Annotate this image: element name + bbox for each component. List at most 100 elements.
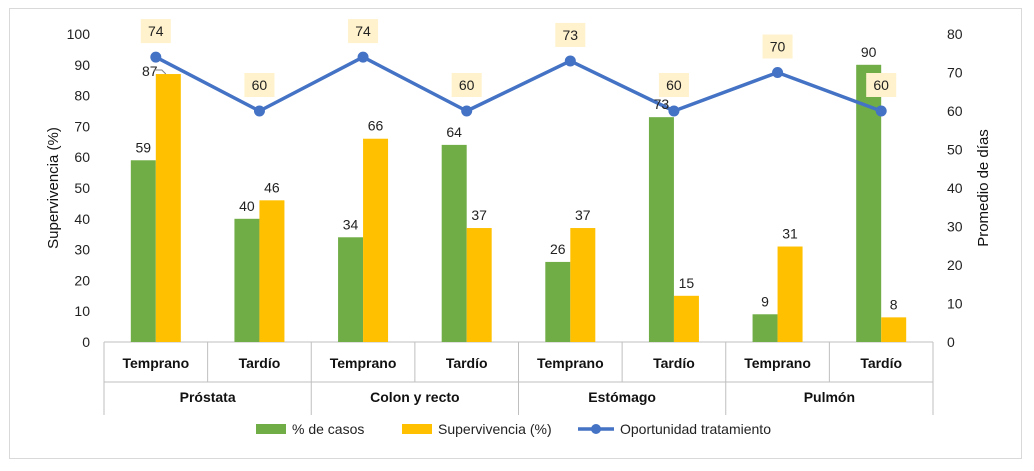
x-tick-label-6: Temprano	[744, 355, 811, 371]
bar-1-1	[259, 200, 285, 342]
y-tick-label-0: 0	[82, 334, 90, 350]
line-label-0: 74	[148, 23, 164, 39]
bar-label-1-3: 37	[471, 207, 487, 223]
group-label-1: Colon y recto	[370, 389, 459, 405]
bar-label-1-4: 37	[575, 207, 591, 223]
line-series	[150, 51, 887, 117]
bar-0-0	[130, 160, 156, 342]
y-tick-label-8: 80	[74, 88, 90, 104]
bar-label-1-2: 66	[368, 118, 384, 134]
line-point-5	[668, 105, 680, 117]
y2-tick-label-0: 0	[947, 334, 955, 350]
y-tick-label-5: 50	[74, 180, 90, 196]
line-label-bg-3	[451, 73, 482, 97]
bar-0-6	[752, 314, 778, 342]
legend-swatch-0	[256, 424, 286, 434]
bar-0-3	[441, 144, 467, 342]
x-tick-label-1: Tardío	[239, 355, 281, 371]
y-tick-label-9: 90	[74, 57, 90, 73]
bar-1-0	[155, 74, 181, 342]
line-point-4	[564, 55, 576, 67]
y2-tick-label-3: 30	[947, 219, 963, 235]
bar-0-4	[545, 261, 571, 342]
bar-label-1-5: 15	[679, 275, 695, 291]
bar-1-7	[881, 317, 907, 342]
y-tick-label-3: 30	[74, 242, 90, 258]
bars	[130, 64, 907, 343]
legend-swatch-1	[402, 424, 432, 434]
bar-1-3	[466, 228, 492, 342]
line-label-bg-5	[658, 73, 689, 97]
line-label-2: 74	[355, 23, 371, 39]
bar-label-0-5: 73	[654, 96, 670, 112]
bar-label-1-1: 46	[264, 179, 280, 195]
y2-axis-title: Promedio de días	[975, 129, 992, 247]
y-tick-label-1: 10	[74, 303, 90, 319]
x-tick-label-5: Tardío	[653, 355, 695, 371]
bar-label-1-6: 31	[782, 226, 798, 242]
y2-tick-label-4: 40	[947, 180, 963, 196]
bar-label-0-6: 9	[761, 293, 769, 309]
bar-label-0-4: 26	[550, 241, 566, 257]
line-label-4: 73	[563, 27, 579, 43]
bar-0-2	[338, 237, 364, 342]
bar-label-0-7: 90	[861, 44, 877, 60]
line-label-7: 60	[873, 77, 889, 93]
line-label-3: 60	[459, 77, 475, 93]
line-point-3	[461, 105, 473, 117]
line-label-bg-7	[866, 73, 897, 97]
bar-1-6	[777, 246, 803, 342]
bar-label-1-7: 8	[890, 296, 898, 312]
x-tick-label-0: Temprano	[122, 355, 189, 371]
y2-tick-label-5: 50	[947, 142, 963, 158]
x-tick-label-2: Temprano	[330, 355, 397, 371]
line-label-1: 60	[252, 77, 268, 93]
y-axis-title: Supervivencia (%)	[45, 127, 62, 249]
group-label-3: Pulmón	[804, 389, 855, 405]
line-point-6	[772, 67, 784, 78]
line-label-6: 70	[770, 39, 786, 55]
y2-tick-label-7: 70	[947, 65, 963, 81]
line-point-7	[875, 105, 887, 117]
y2-tick-label-8: 80	[947, 26, 963, 42]
line-label-5: 60	[666, 77, 682, 93]
bar-label-0-3: 64	[446, 124, 462, 140]
x-tick-label-3: Tardío	[446, 355, 488, 371]
bar-label-0-1: 40	[239, 198, 255, 214]
line-label-bg-2	[348, 19, 379, 44]
bar-label-0-2: 34	[343, 216, 359, 232]
line-label-bg-4	[555, 22, 586, 47]
line-path	[155, 55, 882, 113]
y-tick-label-7: 70	[74, 118, 90, 134]
group-label-2: Estómago	[588, 389, 656, 405]
x-tick-label-7: Tardío	[860, 355, 902, 371]
bar-label-1-0: 87	[142, 63, 158, 79]
legend-label-2: Oportunidad tratamiento	[620, 421, 771, 437]
legend-label-1: Supervivencia (%)	[438, 421, 552, 437]
data-labels: 59 40 34 64 26 73 9 90 87 46 66 37 37 15 31 8 74 60 74 60 73…	[136, 19, 898, 312]
bar-label-0-0: 59	[136, 139, 152, 155]
legend-label-0: % de casos	[292, 421, 364, 437]
y-tick-label-4: 40	[74, 211, 90, 227]
y-tick-label-10: 100	[67, 26, 91, 42]
bar-0-5	[648, 117, 674, 342]
line-label-bg-0	[140, 19, 171, 44]
leader-line-0	[153, 69, 167, 75]
line-label-bg-1	[244, 73, 275, 97]
y2-tick-label-2: 20	[947, 257, 963, 273]
group-label-0: Próstata	[180, 389, 236, 405]
x-tick-label-4: Temprano	[537, 355, 604, 371]
line-point-2	[357, 51, 369, 63]
legend-swatch-marker-2	[591, 424, 601, 434]
bar-1-5	[673, 295, 699, 342]
y-tick-label-6: 60	[74, 149, 90, 165]
bar-1-2	[363, 138, 389, 342]
axes: 0 10 20 30 40 50 60 70 80 90 100 0 10 20 30 40 50 60 70 80 T…	[67, 26, 963, 415]
bar-1-4	[570, 228, 596, 342]
y2-tick-label-1: 10	[947, 296, 963, 312]
line-point-1	[253, 105, 265, 117]
line-point-0	[150, 51, 162, 63]
y2-tick-label-6: 60	[947, 103, 963, 119]
line-label-bg-6	[762, 34, 793, 59]
